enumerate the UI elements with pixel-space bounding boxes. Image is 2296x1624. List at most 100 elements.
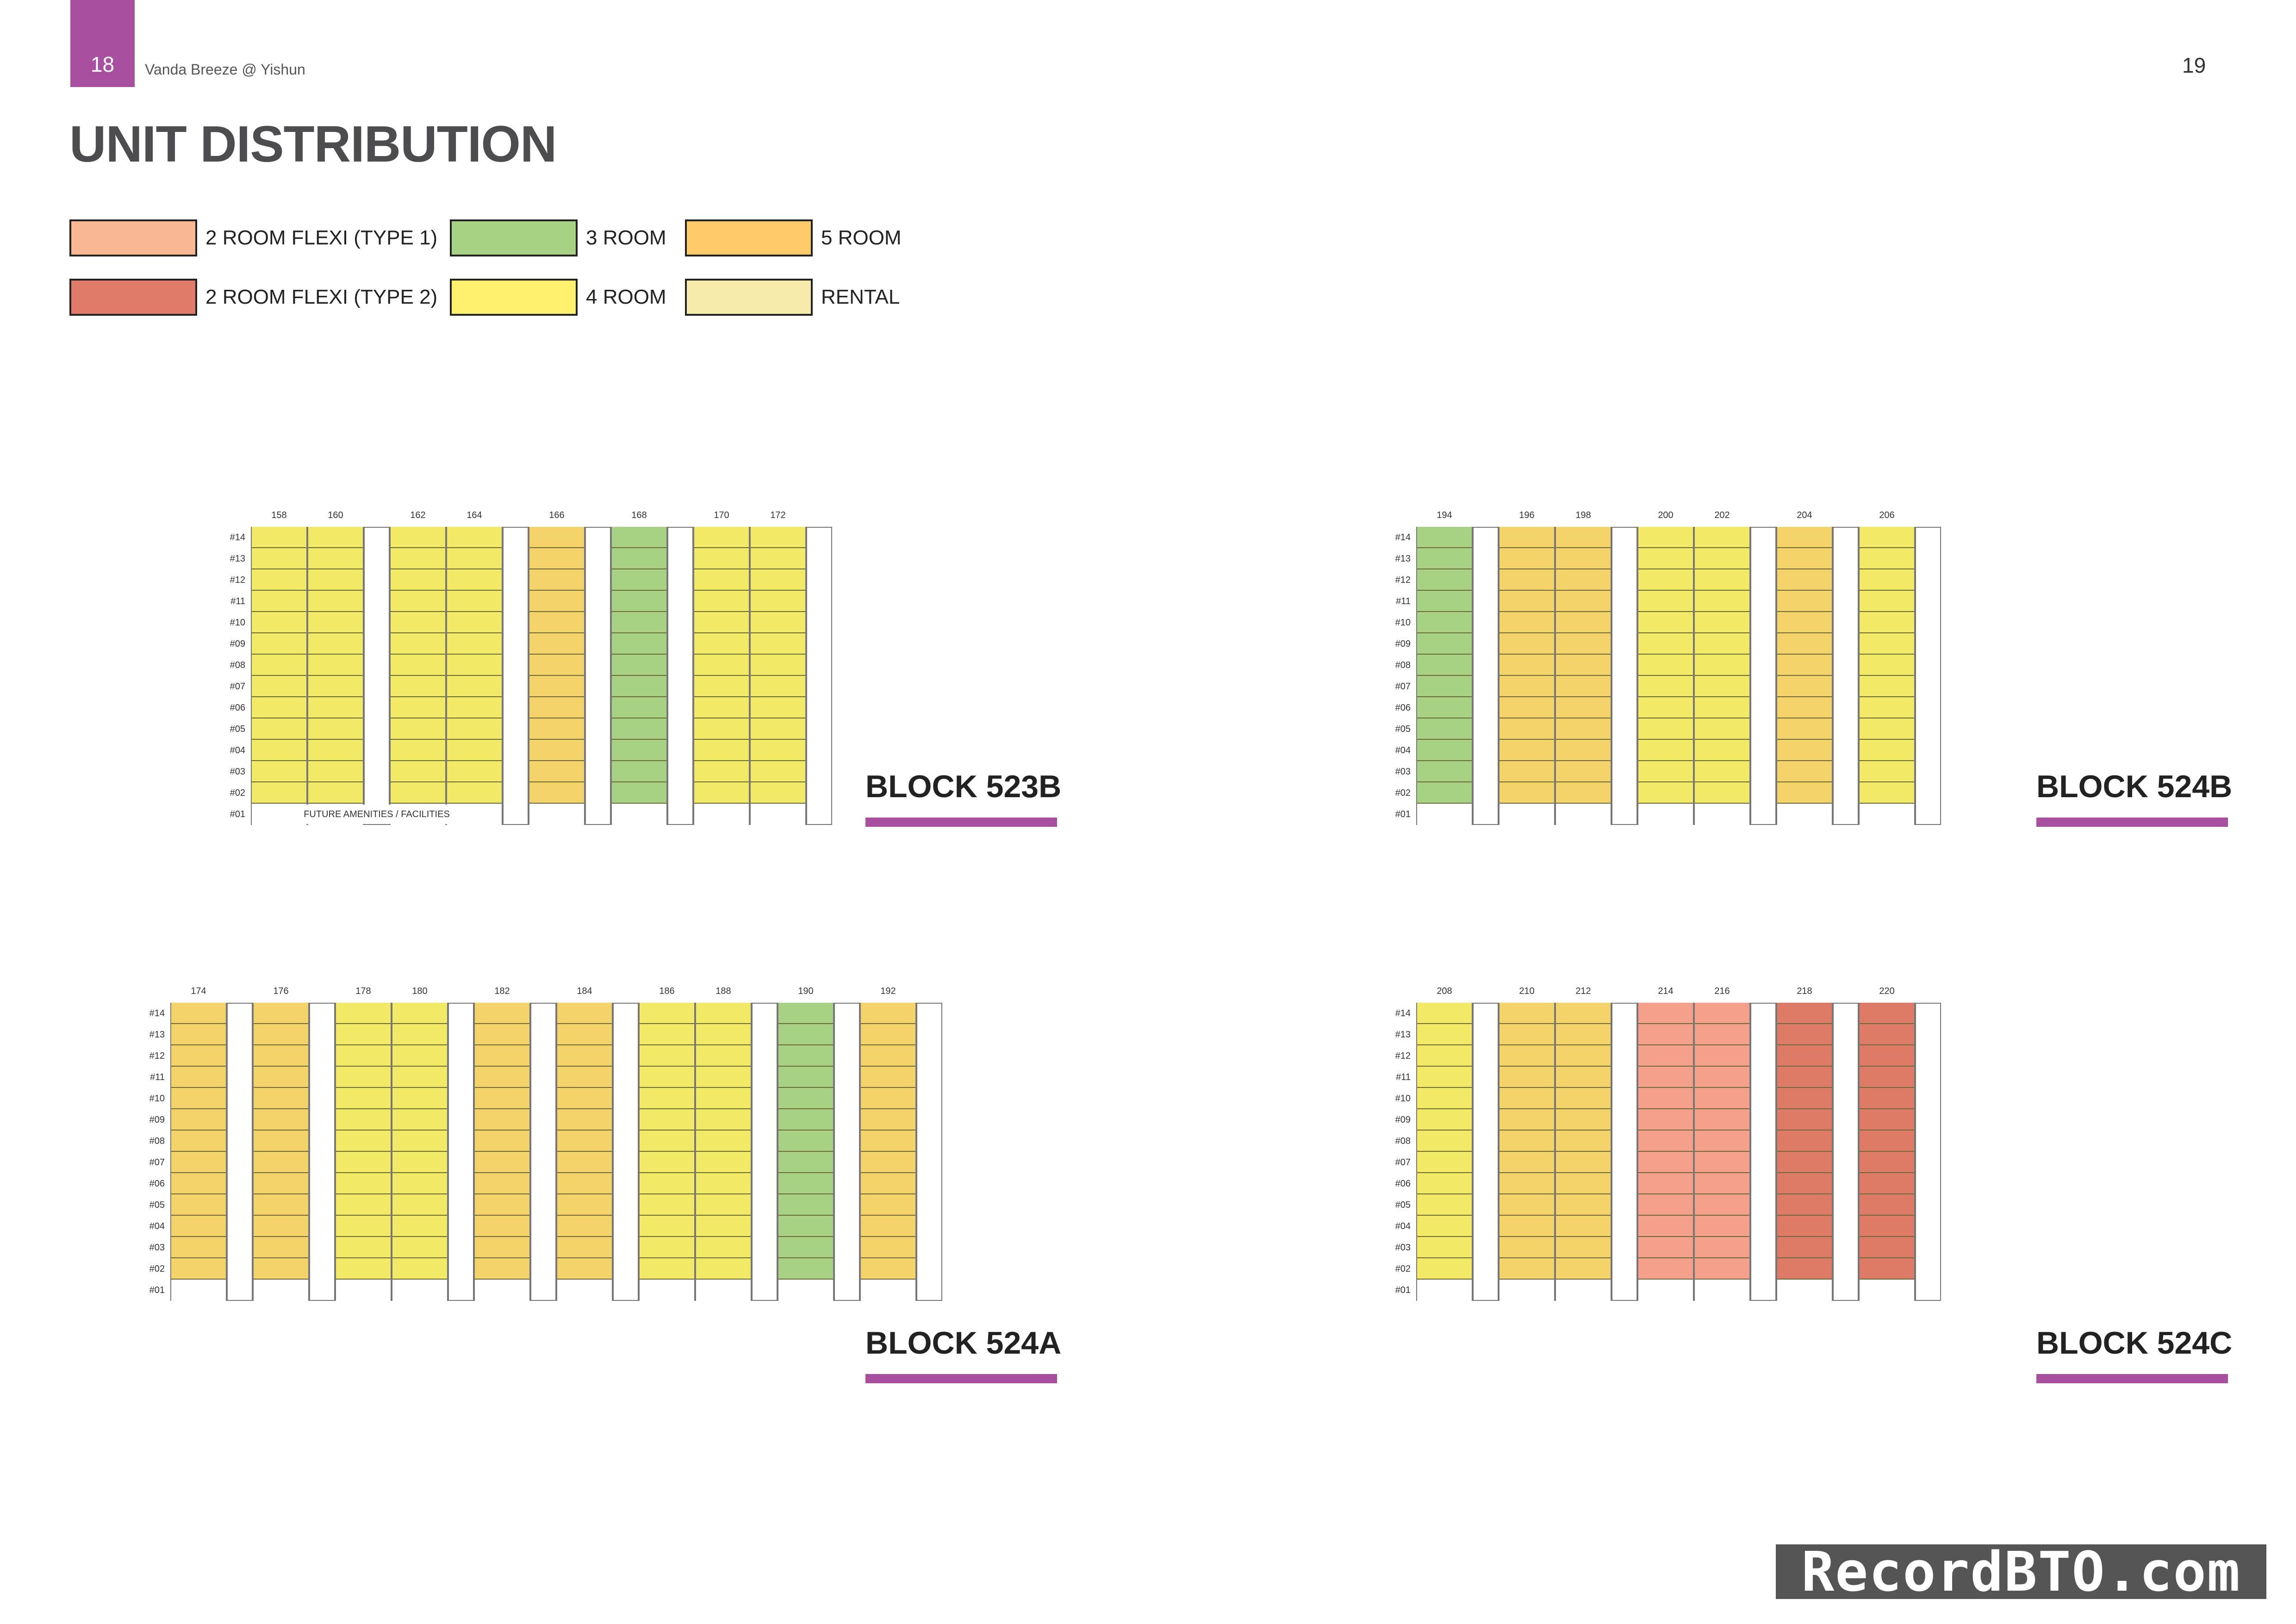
unit-cell [171,1152,226,1173]
unit-cell [751,761,805,782]
unit-cell [252,591,306,612]
unit-cell [1777,1173,1832,1194]
unit-cell [475,1109,529,1131]
unit-column-192 [860,1003,916,1301]
unit-cell [1695,1152,1749,1173]
block-title-523b: BLOCK 523B [865,769,1062,804]
unit-cell [1638,612,1693,633]
unit-cell [640,1216,694,1237]
column-gap [1833,1003,1859,1301]
unit-cell [1860,1131,1914,1152]
unit-column-220 [1859,1003,1915,1301]
unit-cell [1500,1152,1554,1173]
unit-cell [1777,1088,1832,1109]
unit-cell [694,804,749,825]
unit-cell [171,1045,226,1067]
unit-cell [612,655,666,676]
unit-cell [778,1088,833,1109]
unit-cell [1556,612,1611,633]
unit-cell [1860,612,1914,633]
unit-cell [391,761,445,782]
unit-cell [447,569,502,591]
unit-cell [751,527,805,548]
unit-cell [308,655,363,676]
unit-cell [557,1237,612,1258]
unit-number-label: 200 [1658,510,1674,520]
unit-cell [1638,1067,1693,1088]
unit-cell [640,1152,694,1173]
unit-cell [1417,1173,1472,1194]
unit-cell [1638,1131,1693,1152]
unit-cell [694,655,749,676]
unit-cell [475,1152,529,1173]
unit-cell [694,591,749,612]
unit-cell [612,527,666,548]
floor-label: #06 [1395,1179,1411,1189]
unit-cell [694,697,749,718]
floor-label: #03 [230,767,245,777]
unit-cell [861,1024,915,1045]
unit-cell [1500,1109,1554,1131]
unit-cell [447,697,502,718]
unit-cell [1777,1109,1832,1131]
unit-cell [254,1131,308,1152]
unit-cell [1695,1280,1749,1301]
unit-cell [1556,655,1611,676]
unit-cell [751,718,805,740]
unit-cell [1695,633,1749,655]
unit-cell [529,548,584,569]
unit-cell [1500,655,1554,676]
floor-label: #06 [1395,703,1411,713]
document-title: Vanda Breeze @ Yishun [145,61,305,78]
unit-cell [696,1280,751,1301]
column-gap [1915,527,1941,825]
unit-cell [640,1173,694,1194]
unit-cell [1860,1024,1914,1045]
unit-cell [254,1280,308,1301]
unit-cell [254,1237,308,1258]
floor-label: #12 [230,575,245,585]
unit-cell [529,676,584,697]
unit-cell [1417,740,1472,761]
column-gap [667,527,693,825]
floor-label: #03 [149,1243,165,1253]
unit-number-label: 178 [355,986,371,996]
unit-column-208 [1416,1003,1473,1301]
unit-column-202 [1694,527,1750,825]
unit-cell [1638,1045,1693,1067]
unit-cell [475,1067,529,1088]
unit-column-216 [1694,1003,1750,1301]
unit-cell [696,1067,751,1088]
unit-number-label: 216 [1714,986,1730,996]
legend-swatch [450,279,578,316]
unit-cell [1777,1024,1832,1045]
unit-cell [1695,676,1749,697]
unit-cell [751,740,805,761]
unit-cell [1777,740,1832,761]
unit-cell [612,591,666,612]
floor-label: #11 [150,1072,165,1082]
unit-cell [391,569,445,591]
unit-cell [171,1088,226,1109]
column-gap [1473,1003,1499,1301]
unit-cell [1638,548,1693,569]
column-gap [1612,1003,1637,1301]
unit-cell [557,1109,612,1131]
unit-cell [171,1131,226,1152]
unit-cell [252,612,306,633]
unit-cell [696,1216,751,1237]
unit-cell [1638,718,1693,740]
unit-cell [557,1131,612,1152]
unit-cell [640,1088,694,1109]
block-underline [2036,818,2228,827]
unit-cell [252,527,306,548]
unit-cell [447,548,502,569]
unit-cell [1556,676,1611,697]
unit-cell [751,548,805,569]
unit-cell [640,1045,694,1067]
unit-cell [1500,1280,1554,1301]
unit-cell [1777,718,1832,740]
block-underline [2036,1374,2228,1383]
unit-cell [1417,1067,1472,1088]
unit-cell [1417,718,1472,740]
